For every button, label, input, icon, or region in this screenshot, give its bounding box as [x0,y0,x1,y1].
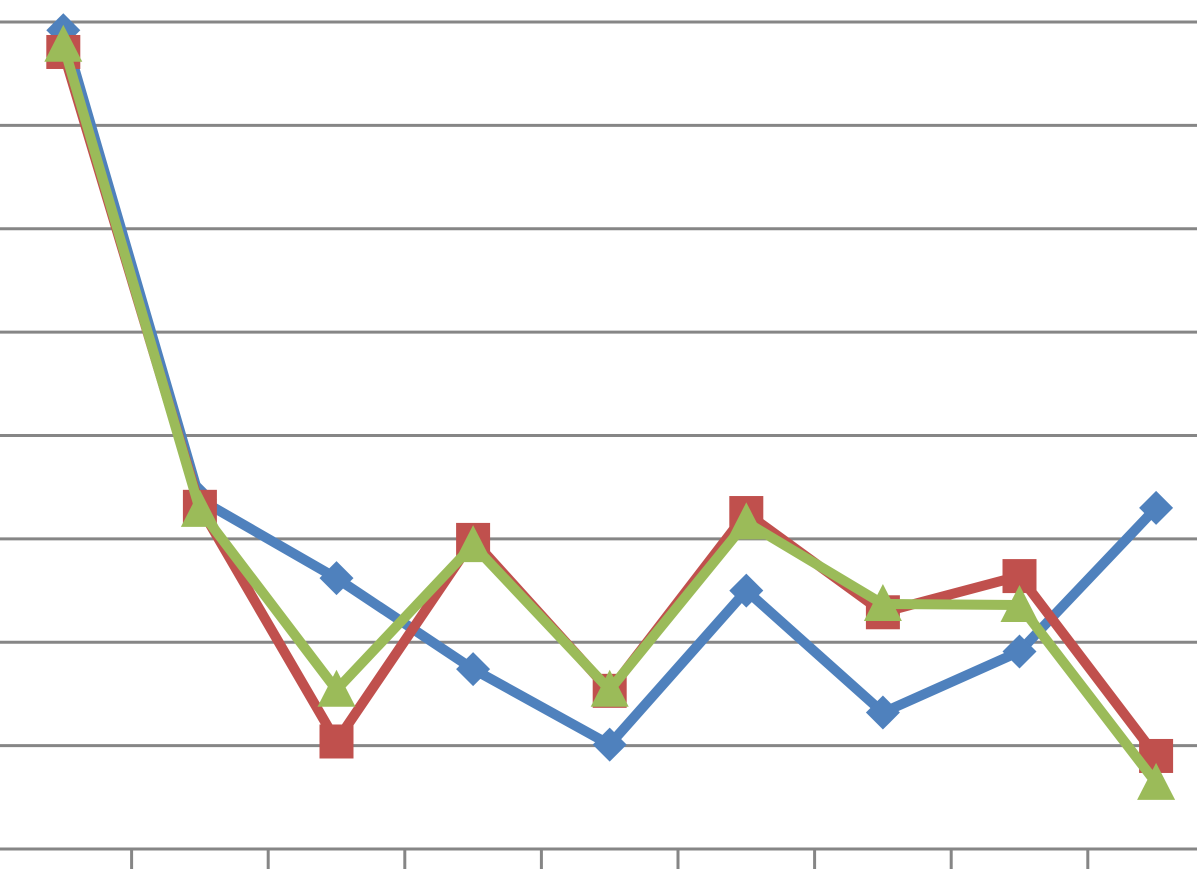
marker [319,561,354,596]
marker [454,525,493,563]
marker [865,695,900,730]
marker [44,24,83,62]
marker [1000,585,1039,623]
marker [1137,762,1176,800]
series-line [58,28,1160,750]
marker [729,573,764,608]
marker [456,652,491,687]
series-line [58,50,1161,759]
marker [727,502,766,540]
marker [317,669,356,707]
marker [863,584,902,622]
marker [1139,490,1174,525]
marker [180,489,219,527]
marker [1002,634,1037,669]
marker [590,669,629,707]
marker [592,727,627,762]
marker [319,724,354,759]
